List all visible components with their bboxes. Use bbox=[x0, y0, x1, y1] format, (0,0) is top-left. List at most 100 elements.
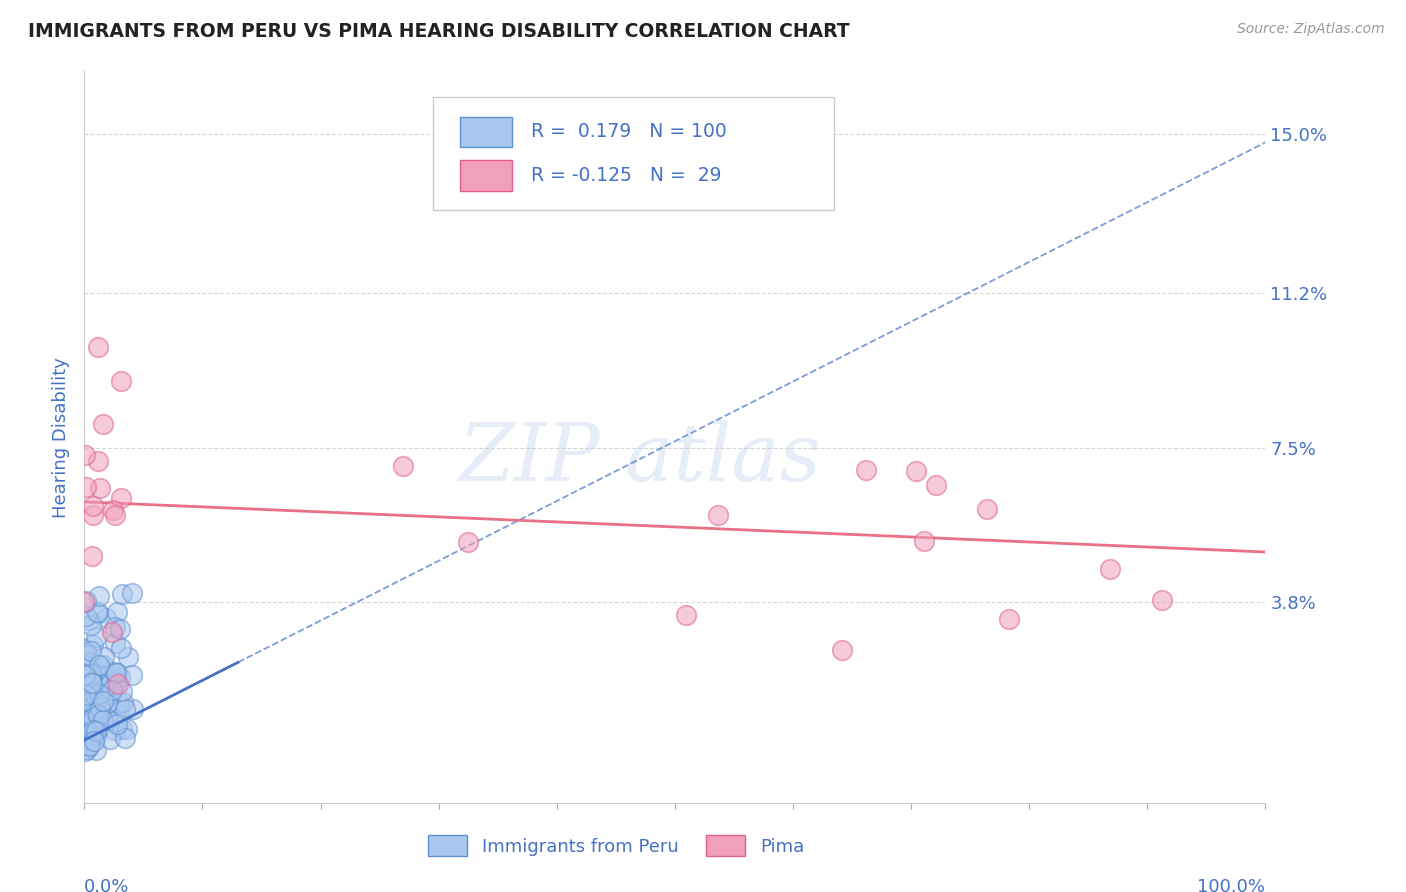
Point bbox=[80, 719, 103, 733]
Point bbox=[855, 463, 877, 477]
Point bbox=[104, 620, 127, 634]
Point bbox=[98, 665, 121, 680]
Point bbox=[87, 606, 110, 620]
Point bbox=[101, 503, 124, 517]
Point bbox=[105, 665, 128, 680]
Point bbox=[83, 734, 105, 748]
Text: ZIP atlas: ZIP atlas bbox=[458, 420, 821, 498]
Point bbox=[79, 695, 101, 709]
Point bbox=[96, 713, 118, 727]
Point bbox=[82, 676, 104, 690]
Point bbox=[75, 448, 97, 462]
Point bbox=[75, 594, 97, 608]
Point bbox=[84, 729, 107, 743]
Point bbox=[79, 726, 101, 740]
Point bbox=[976, 501, 998, 516]
FancyBboxPatch shape bbox=[460, 160, 512, 191]
Point bbox=[87, 658, 110, 673]
FancyBboxPatch shape bbox=[460, 117, 512, 147]
Point bbox=[91, 694, 114, 708]
Point bbox=[114, 731, 136, 746]
Point bbox=[84, 688, 107, 702]
Point bbox=[831, 642, 853, 657]
Point bbox=[86, 723, 108, 737]
Text: IMMIGRANTS FROM PERU VS PIMA HEARING DISABILITY CORRELATION CHART: IMMIGRANTS FROM PERU VS PIMA HEARING DIS… bbox=[28, 22, 849, 41]
Point bbox=[84, 630, 107, 644]
Point bbox=[110, 640, 132, 655]
Point bbox=[82, 723, 104, 738]
Point bbox=[84, 724, 107, 739]
Point bbox=[84, 743, 107, 757]
Point bbox=[121, 585, 143, 599]
Point bbox=[89, 701, 111, 715]
Point bbox=[104, 678, 127, 692]
Point bbox=[76, 609, 98, 624]
Point bbox=[82, 638, 104, 652]
Point bbox=[998, 612, 1021, 626]
Point bbox=[80, 644, 103, 658]
Point bbox=[89, 658, 111, 673]
Point bbox=[79, 698, 101, 713]
Point bbox=[87, 590, 110, 604]
Point bbox=[104, 636, 127, 650]
Point bbox=[105, 605, 128, 619]
Point bbox=[91, 689, 114, 703]
Point bbox=[117, 650, 139, 665]
Point bbox=[1152, 593, 1174, 607]
Point bbox=[104, 665, 127, 679]
Point bbox=[80, 674, 103, 689]
Point bbox=[110, 491, 132, 506]
Y-axis label: Hearing Disability: Hearing Disability bbox=[52, 357, 70, 517]
Point bbox=[82, 508, 104, 522]
Point bbox=[98, 732, 121, 747]
Point bbox=[108, 706, 131, 720]
Point bbox=[91, 658, 114, 673]
Point bbox=[108, 696, 131, 710]
Point bbox=[82, 698, 104, 713]
Point bbox=[77, 725, 100, 739]
Point bbox=[86, 705, 108, 719]
Point bbox=[77, 711, 100, 725]
Point bbox=[707, 508, 730, 523]
Point bbox=[75, 480, 97, 494]
Point bbox=[107, 677, 129, 691]
Point bbox=[79, 732, 101, 747]
Point bbox=[122, 702, 145, 716]
Point bbox=[87, 707, 110, 722]
Point bbox=[73, 706, 96, 721]
Point bbox=[82, 549, 104, 563]
Point bbox=[76, 742, 98, 756]
Point bbox=[89, 697, 111, 711]
Point bbox=[91, 417, 114, 431]
Point bbox=[76, 666, 98, 681]
Text: R =  0.179   N = 100: R = 0.179 N = 100 bbox=[531, 122, 727, 142]
Point bbox=[391, 459, 413, 474]
Point bbox=[114, 701, 136, 715]
Point bbox=[75, 744, 97, 758]
Point bbox=[98, 678, 121, 692]
Point bbox=[73, 642, 96, 657]
Point bbox=[457, 535, 479, 549]
Point bbox=[79, 655, 101, 669]
Point bbox=[111, 683, 134, 698]
Point bbox=[77, 738, 100, 752]
Point bbox=[101, 683, 124, 698]
Point bbox=[89, 481, 111, 495]
Point bbox=[76, 716, 98, 731]
Point bbox=[86, 605, 108, 619]
Point bbox=[101, 625, 124, 640]
Point bbox=[84, 665, 107, 680]
Point bbox=[117, 722, 139, 736]
Point bbox=[111, 695, 134, 709]
Point bbox=[96, 697, 118, 711]
Point bbox=[73, 595, 96, 609]
Point bbox=[87, 340, 110, 354]
Point bbox=[110, 374, 132, 388]
Point bbox=[93, 649, 115, 664]
Point bbox=[73, 668, 96, 682]
Point bbox=[104, 508, 127, 522]
Point bbox=[904, 464, 927, 478]
Point bbox=[1099, 562, 1122, 576]
Point bbox=[76, 734, 98, 748]
Point bbox=[83, 717, 105, 731]
